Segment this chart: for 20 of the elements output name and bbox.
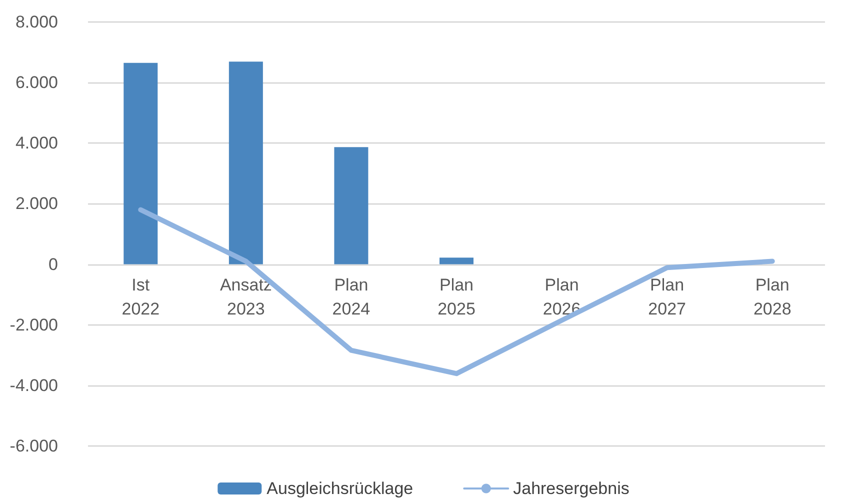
x-tick-label: Plan 2027 bbox=[648, 276, 686, 318]
y-tick-label: 0 bbox=[48, 254, 58, 274]
x-tick-label: Plan 2024 bbox=[332, 276, 370, 318]
y-tick-label: 2.000 bbox=[15, 194, 58, 214]
y-tick-label: -6.000 bbox=[10, 436, 58, 456]
y-tick-label: 8.000 bbox=[15, 12, 58, 32]
bar bbox=[334, 147, 368, 264]
x-tick-label: Plan 2025 bbox=[438, 276, 476, 318]
y-tick-label: -4.000 bbox=[10, 376, 58, 395]
x-tick-label: Plan 2028 bbox=[753, 276, 792, 318]
bar bbox=[440, 258, 474, 264]
x-tick-label: Ist 2022 bbox=[122, 276, 160, 318]
y-tick-label: -2.000 bbox=[10, 315, 58, 334]
x-tick-label: Ansatz 2023 bbox=[220, 276, 272, 318]
y-tick-label: 6.000 bbox=[15, 73, 58, 92]
legend-label: Ausgleichsrücklage bbox=[266, 479, 414, 498]
bar bbox=[124, 62, 158, 264]
y-tick-label: 4.000 bbox=[15, 134, 58, 153]
bar bbox=[228, 62, 263, 264]
legend-label: Jahresergebnis bbox=[513, 479, 630, 498]
